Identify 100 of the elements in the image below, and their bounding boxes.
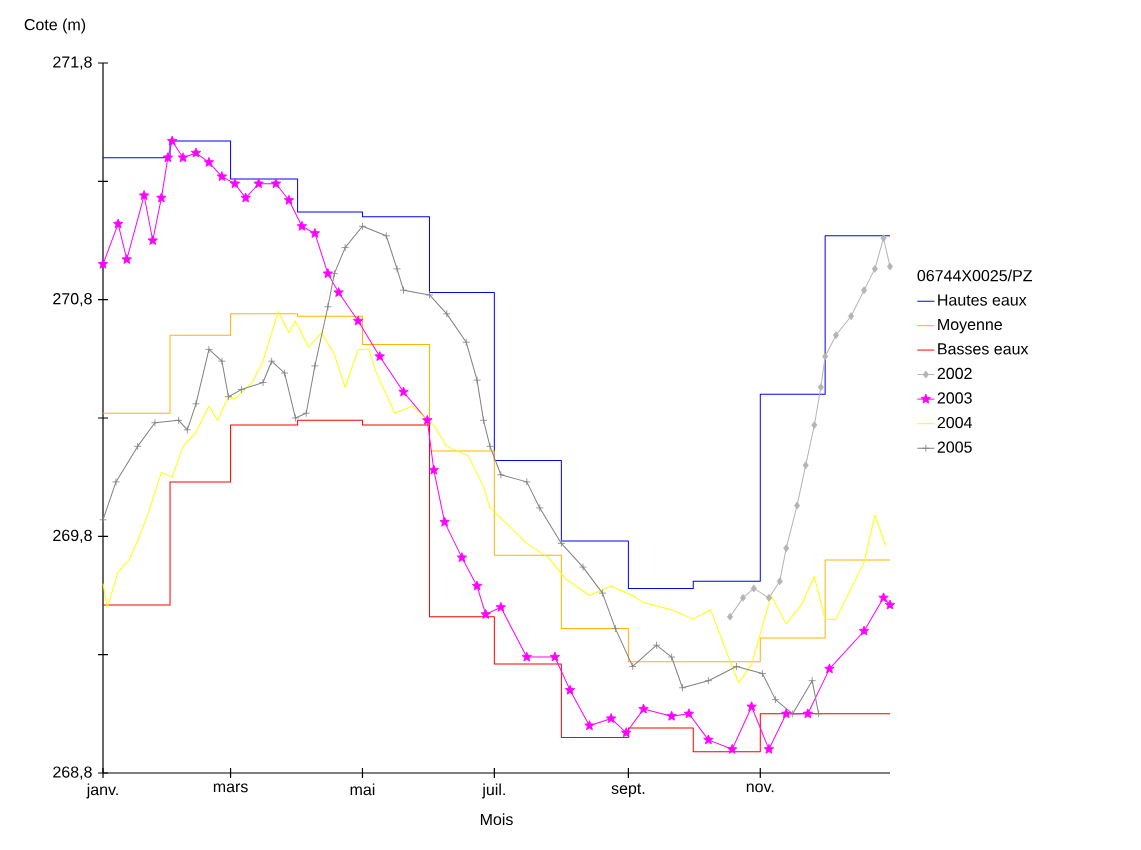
legend-label: 2004 <box>937 416 972 429</box>
point <box>296 220 308 231</box>
point <box>133 442 142 451</box>
point <box>333 287 344 297</box>
point <box>167 135 178 146</box>
point <box>218 357 226 366</box>
point <box>480 609 491 619</box>
point <box>703 734 714 745</box>
point <box>638 703 649 714</box>
point <box>522 477 531 486</box>
point <box>398 386 409 397</box>
x-tick-label: sept. <box>611 783 645 798</box>
point <box>739 593 747 602</box>
point <box>99 515 107 524</box>
point <box>598 589 607 598</box>
point <box>667 653 676 661</box>
point <box>521 651 532 662</box>
point <box>496 470 505 479</box>
point <box>605 713 617 723</box>
point <box>858 625 870 636</box>
point <box>802 461 809 470</box>
point <box>886 262 894 271</box>
point <box>462 338 471 347</box>
point <box>341 243 350 252</box>
point <box>678 683 687 692</box>
point <box>425 291 434 299</box>
point <box>811 421 818 429</box>
point <box>147 235 158 245</box>
point <box>471 580 483 591</box>
point <box>758 669 767 678</box>
point <box>814 709 823 718</box>
point <box>611 624 620 633</box>
legend-label: Basses eaux <box>938 343 1029 355</box>
point <box>358 222 367 231</box>
legend-label: 2005 <box>937 441 972 453</box>
point <box>121 254 132 264</box>
point <box>270 178 282 189</box>
point <box>495 601 506 612</box>
point <box>322 268 334 279</box>
point <box>771 695 780 704</box>
point <box>704 676 713 685</box>
point <box>802 708 813 719</box>
point <box>579 563 587 571</box>
point <box>848 312 855 321</box>
point <box>283 194 295 205</box>
point <box>112 477 120 486</box>
point <box>817 383 824 392</box>
point <box>280 369 289 377</box>
point <box>808 676 817 685</box>
point <box>190 147 202 158</box>
point <box>399 286 408 295</box>
point <box>374 351 385 361</box>
point <box>442 309 451 318</box>
point <box>535 504 544 512</box>
point <box>162 152 174 163</box>
y-axis-title: Cote (m) <box>24 18 86 34</box>
point <box>878 592 889 603</box>
y-tick-label: 268,8 <box>53 766 92 780</box>
point <box>824 663 835 674</box>
point <box>584 720 595 731</box>
point <box>439 516 450 527</box>
point <box>192 399 200 408</box>
point <box>422 414 433 425</box>
point <box>746 701 757 712</box>
point <box>309 227 321 238</box>
point <box>156 192 167 203</box>
point <box>183 425 192 434</box>
point <box>174 416 183 425</box>
point <box>97 258 109 269</box>
point <box>177 152 189 163</box>
point <box>621 727 632 738</box>
point <box>310 362 319 370</box>
point <box>138 190 150 200</box>
point <box>861 286 868 295</box>
point <box>112 218 124 229</box>
point <box>479 416 488 425</box>
point <box>683 708 695 719</box>
point <box>652 641 661 650</box>
point <box>750 584 757 593</box>
point <box>666 710 677 721</box>
point <box>267 357 276 366</box>
y-tick-label: 269,8 <box>53 529 92 543</box>
x-tick-label: juil. <box>481 783 505 799</box>
point <box>205 345 213 354</box>
point <box>765 593 772 602</box>
point <box>330 269 339 278</box>
point <box>456 552 468 563</box>
point <box>259 378 267 387</box>
point <box>832 331 839 340</box>
legend-label: Hautes eaux <box>938 294 1027 306</box>
point <box>564 684 576 695</box>
legend-label: 2003 <box>937 392 972 404</box>
point <box>486 442 494 451</box>
legend-title: 06744X0025/PZ <box>917 269 1033 282</box>
point <box>880 234 887 243</box>
point <box>473 376 481 385</box>
point <box>763 743 775 754</box>
x-tick-label: mai <box>350 783 375 796</box>
point <box>776 577 783 586</box>
point <box>302 409 311 418</box>
